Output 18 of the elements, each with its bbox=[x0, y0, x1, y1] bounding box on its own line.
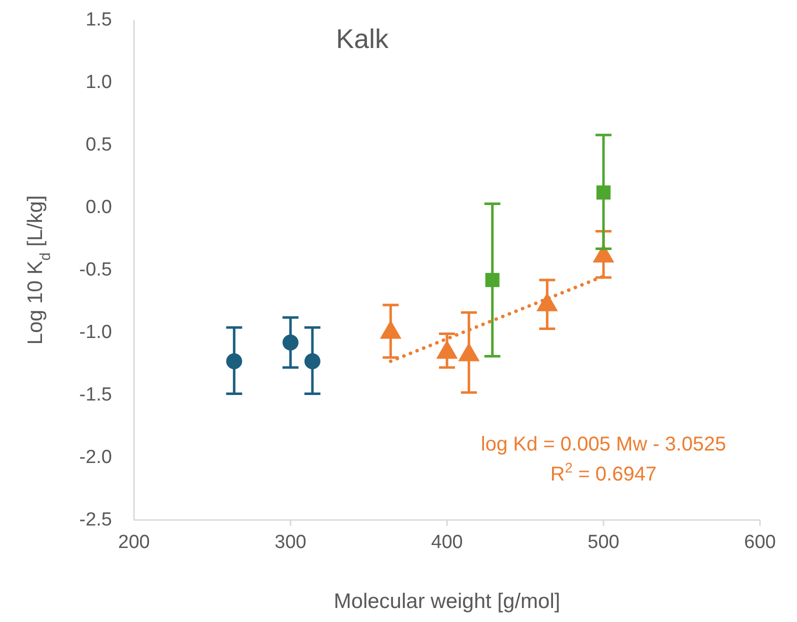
x-tick-label: 600 bbox=[744, 532, 776, 553]
x-tick-label: 200 bbox=[118, 532, 150, 553]
y-tick-label: -0.5 bbox=[79, 260, 112, 280]
x-tick-label: 400 bbox=[431, 532, 463, 553]
x-axis-title: Molecular weight [g/mol] bbox=[334, 590, 560, 613]
y-tick-label: -1.5 bbox=[79, 384, 112, 406]
y-tick-label: 1.0 bbox=[86, 72, 112, 93]
annotation: R$^{2}$ = 0.6947 bbox=[550, 460, 657, 486]
annotation: log Kd = 0.005 Mw - 3.0525 bbox=[480, 434, 726, 456]
x-tick-label: 500 bbox=[588, 532, 620, 553]
y-tick-label: 0.0 bbox=[86, 197, 112, 218]
y-tick-label: -1.0 bbox=[79, 322, 112, 343]
y-tick-label: 1.5 bbox=[86, 10, 112, 30]
chart-title: Kalk bbox=[336, 24, 390, 54]
y-tick-label: -2.5 bbox=[79, 510, 112, 530]
x-tick-label: 300 bbox=[274, 532, 306, 553]
y-tick-label: -2.0 bbox=[79, 447, 112, 468]
y-tick-label: 0.5 bbox=[86, 134, 112, 156]
